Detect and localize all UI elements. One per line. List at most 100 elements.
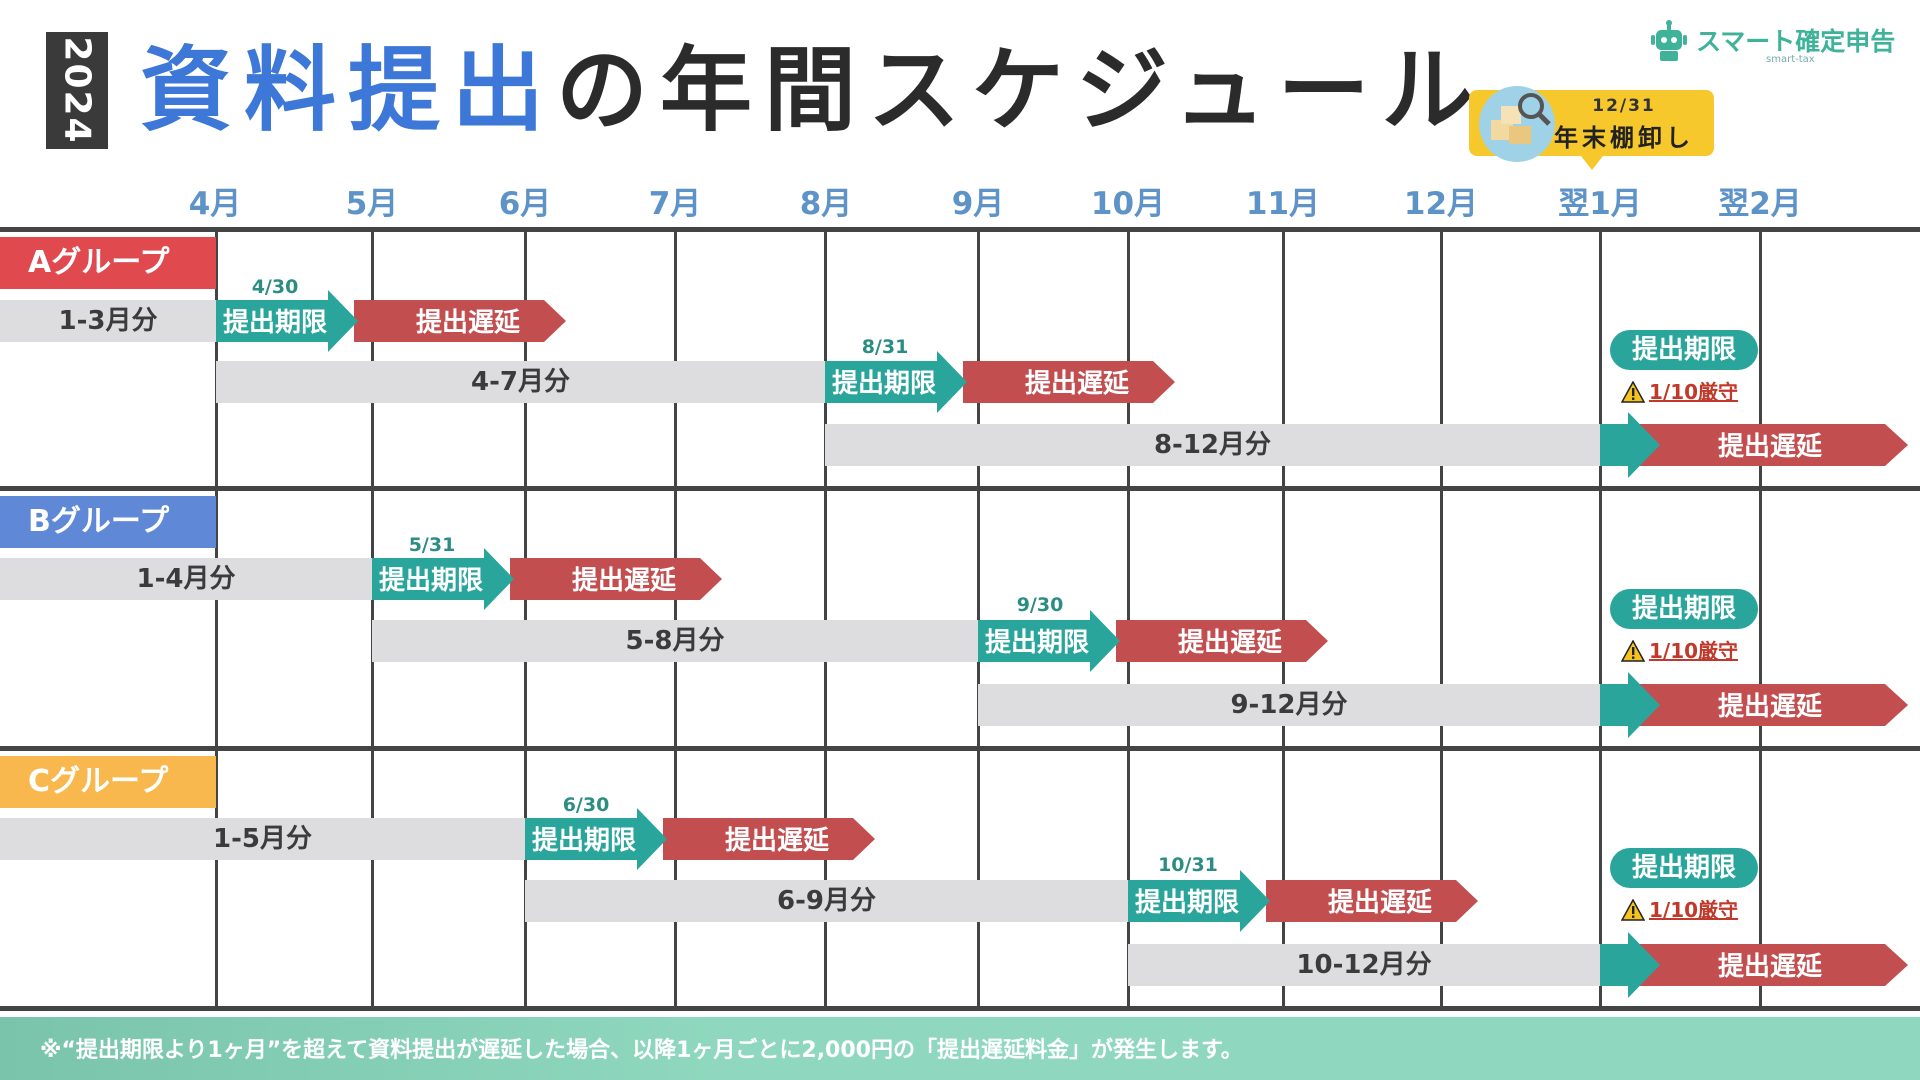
footer-note: ※“提出期限より1ヶ月”を超えて資料提出が遅延した場合、以降1ヶ月ごとに2,00… — [40, 1038, 1243, 1063]
title-rest: の年間スケジュール — [556, 37, 1486, 144]
delay-label: 提出遅延 — [725, 826, 830, 856]
deadline-arrow — [525, 808, 667, 870]
deadline-date: 4/30 — [251, 276, 299, 298]
deadline-label: 提出期限 — [832, 369, 936, 399]
deadline-arrow — [216, 290, 358, 352]
logo-subtext: smart-tax — [1766, 54, 1815, 65]
month-gridline — [977, 232, 980, 486]
strict-note: 1/10厳守 — [1649, 380, 1739, 404]
year-end-arrows: 提出遅延 — [1600, 932, 1908, 998]
warning-icon — [1620, 380, 1646, 403]
title-highlight: 資料提出 — [140, 37, 557, 144]
month-gridline — [371, 491, 374, 746]
period-bar: 8-12月分 — [825, 424, 1600, 466]
deadline-date: 6/30 — [562, 794, 610, 816]
deadline-delay-arrows: 提出期限 提出遅延 — [825, 351, 1175, 413]
month-gridline — [1599, 232, 1602, 486]
strict-note: 1/10厳守 — [1649, 898, 1739, 922]
warning-icon — [1620, 898, 1646, 921]
group-label-a: Aグループ — [0, 237, 216, 289]
deadline-arrow — [1600, 412, 1660, 478]
month-header: 6月 — [498, 186, 552, 222]
month-header: 翌1月 — [1558, 186, 1642, 222]
callout-pointer — [1581, 156, 1603, 170]
strict-warning: 1/10厳守 — [1620, 376, 1781, 404]
delay-label: 提出遅延 — [416, 308, 521, 338]
delay-arrow — [663, 818, 875, 860]
deadline-arrow — [1128, 870, 1270, 932]
year-end-inventory-callout: 12/31 年末棚卸し — [1469, 86, 1714, 170]
period-bar: 9-12月分 — [978, 684, 1600, 726]
deadline-pill: 提出期限 — [1610, 589, 1758, 629]
deadline-label: 提出期限 — [985, 628, 1089, 658]
month-header: 10月 — [1090, 186, 1166, 222]
month-gridline — [524, 491, 527, 746]
month-gridline — [1282, 232, 1285, 486]
callout-label: 年末棚卸し — [1554, 124, 1694, 152]
month-header: 9月 — [951, 186, 1005, 222]
deadline-date: 5/31 — [408, 534, 456, 556]
month-gridline — [674, 751, 677, 1006]
month-header: 7月 — [648, 186, 702, 222]
deadline-pill: 提出期限 — [1610, 330, 1758, 370]
delay-arrow — [510, 558, 722, 600]
month-header: 8月 — [799, 186, 853, 222]
callout-date: 12/31 — [1592, 96, 1656, 116]
delay-arrow — [354, 300, 566, 342]
month-gridline — [824, 232, 827, 486]
strict-note: 1/10厳守 — [1649, 639, 1739, 663]
month-gridline — [1759, 491, 1762, 746]
group-label-c: Cグループ — [0, 756, 216, 808]
grid-divider — [0, 486, 1920, 491]
deadline-delay-arrows: 提出期限 提出遅延 — [525, 808, 875, 870]
warning-icon — [1620, 639, 1646, 662]
delay-arrow — [1630, 684, 1908, 726]
delay-label: 提出遅延 — [572, 566, 677, 596]
month-gridline — [1127, 751, 1130, 1006]
month-gridline — [1127, 232, 1130, 486]
brand-logo: スマート確定申告 smart-tax — [1648, 18, 1908, 68]
month-header: 4月 — [188, 186, 242, 222]
month-gridline — [1599, 751, 1602, 1006]
month-gridline — [371, 232, 374, 486]
year-text: 2024 — [56, 36, 98, 145]
deadline-date: 9/30 — [1016, 594, 1064, 616]
year-badge: 2024 — [46, 32, 108, 149]
month-gridline — [1440, 232, 1443, 486]
month-gridline — [1127, 491, 1130, 746]
grid-divider — [0, 227, 1920, 232]
month-gridline — [674, 491, 677, 746]
delay-label: 提出遅延 — [1328, 888, 1433, 918]
deadline-arrow — [978, 610, 1120, 672]
robot-icon — [1651, 20, 1687, 61]
month-gridline — [524, 232, 527, 486]
month-gridline — [1759, 751, 1762, 1006]
month-gridline — [824, 751, 827, 1006]
month-gridline — [1282, 491, 1285, 746]
month-gridline — [371, 751, 374, 1006]
deadline-date: 10/31 — [1158, 854, 1218, 876]
deadline-arrow — [1600, 932, 1660, 998]
deadline-delay-arrows: 提出期限 提出遅延 — [372, 548, 722, 610]
month-gridline — [1759, 232, 1762, 486]
period-bar: 10-12月分 — [1128, 944, 1600, 986]
deadline-delay-arrows: 提出期限 提出遅延 — [978, 610, 1328, 672]
magnifier-boxes-icon — [1479, 86, 1555, 162]
page-title: 資料提出の年間スケジュール — [140, 36, 1486, 146]
deadline-arrow — [825, 351, 967, 413]
month-gridline — [1282, 751, 1285, 1006]
month-header: 翌2月 — [1718, 186, 1802, 222]
deadline-pill: 提出期限 — [1610, 848, 1758, 888]
month-gridline — [977, 491, 980, 746]
logo-text: スマート確定申告 — [1696, 27, 1896, 56]
grid-divider — [0, 746, 1920, 751]
strict-warning: 1/10厳守 — [1620, 635, 1781, 663]
month-gridline — [215, 232, 218, 486]
deadline-delay-arrows: 提出期限 提出遅延 — [1128, 870, 1478, 932]
delay-arrow — [1630, 424, 1908, 466]
month-header: 12月 — [1403, 186, 1479, 222]
month-header: 5月 — [345, 186, 399, 222]
month-gridline — [215, 751, 218, 1006]
group-label-b: Bグループ — [0, 496, 216, 548]
